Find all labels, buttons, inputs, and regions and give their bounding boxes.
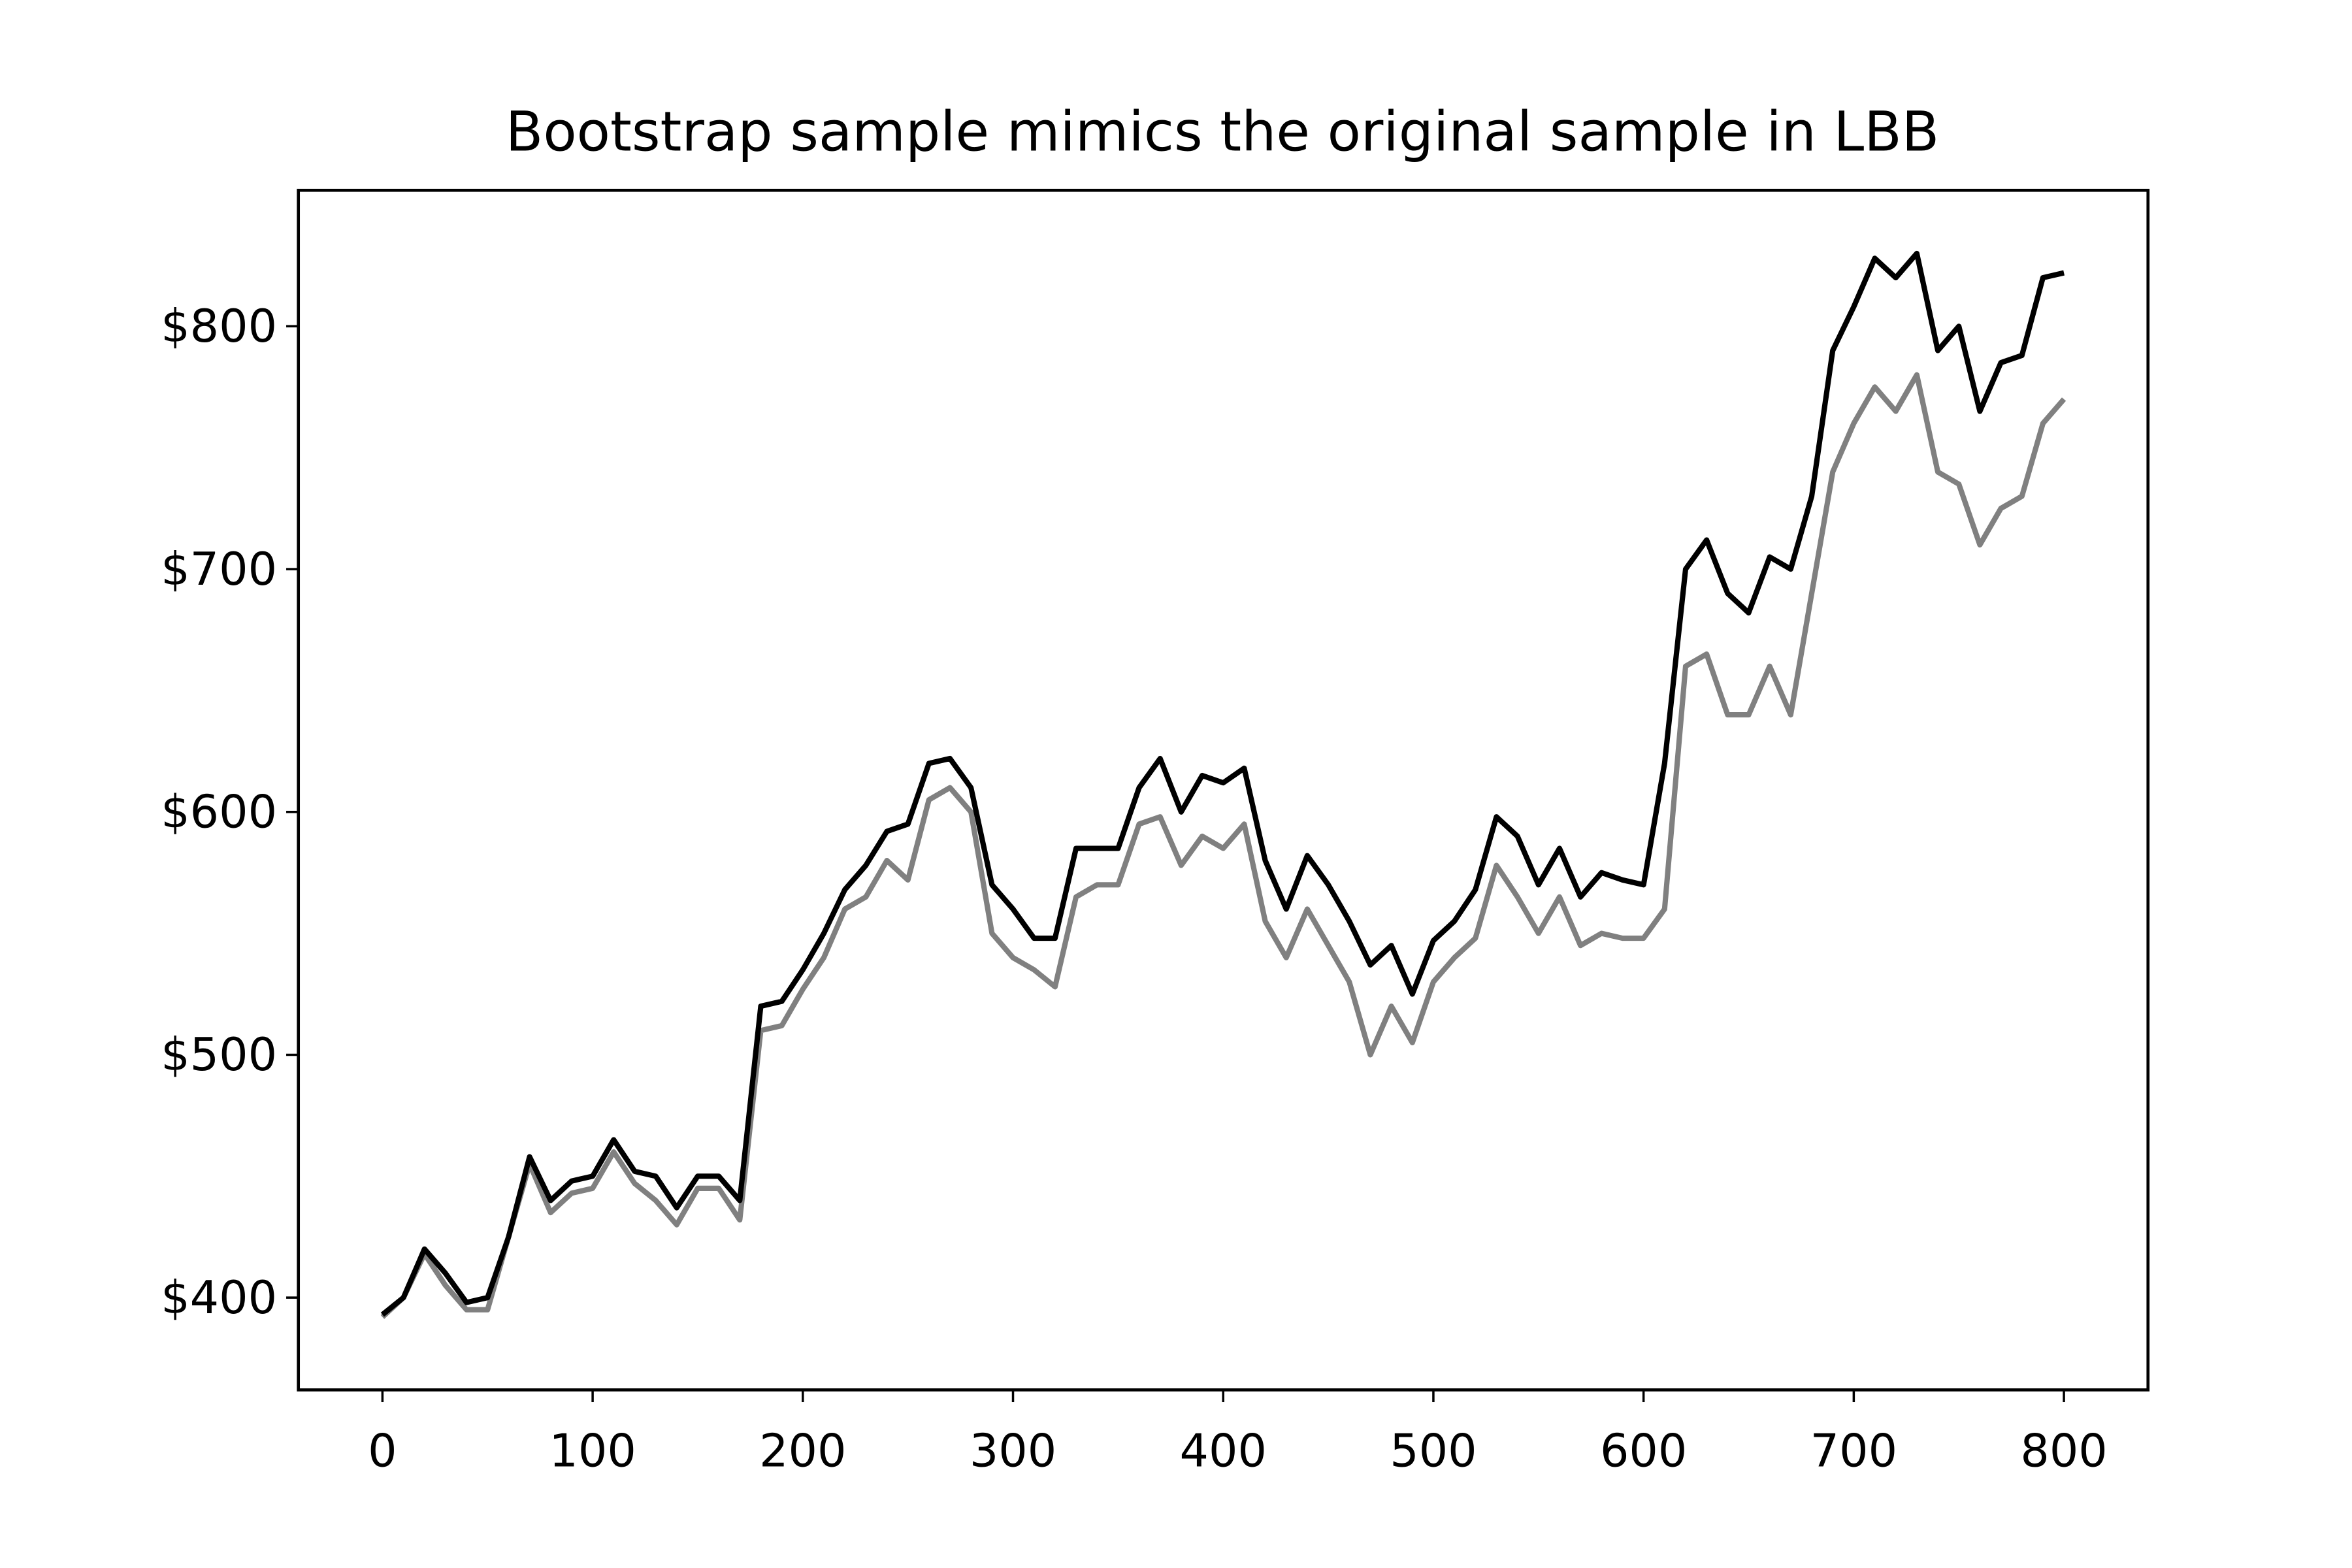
x-tick-label: 200 xyxy=(759,1424,846,1477)
y-tick-label: $400 xyxy=(161,1271,277,1324)
y-tick-label: $700 xyxy=(161,543,277,596)
x-tick-label: 0 xyxy=(368,1424,397,1477)
x-tick-label: 800 xyxy=(2020,1424,2107,1477)
line-series xyxy=(380,372,2066,1319)
x-tick-label: 700 xyxy=(1810,1424,1897,1477)
x-tick-label: 600 xyxy=(1600,1424,1687,1477)
x-tick-label: 500 xyxy=(1390,1424,1477,1477)
y-tick-label: $800 xyxy=(161,300,277,353)
x-tick-label: 400 xyxy=(1180,1424,1267,1477)
y-tick-label: $600 xyxy=(161,785,277,838)
plot-frame xyxy=(297,188,2150,1392)
chart-title: Bootstrap sample mimics the original sam… xyxy=(506,99,1940,163)
y-tick-label: $500 xyxy=(161,1028,277,1081)
x-tick-label: 100 xyxy=(549,1424,636,1477)
x-tick-label: 300 xyxy=(970,1424,1056,1477)
line-series xyxy=(380,250,2065,1317)
